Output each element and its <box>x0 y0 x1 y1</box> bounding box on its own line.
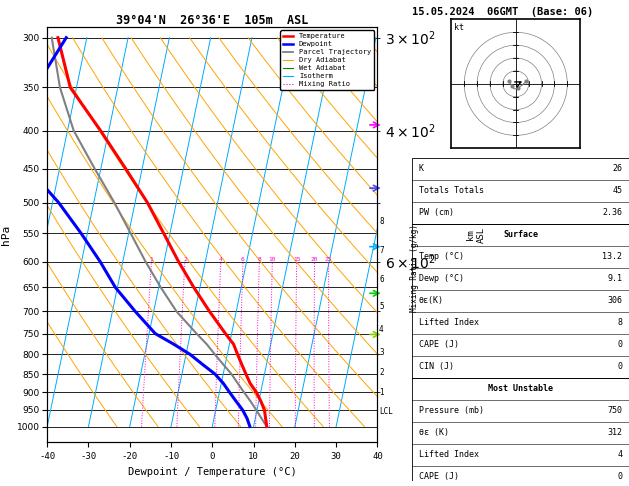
Text: 750: 750 <box>608 406 623 415</box>
Text: LCL: LCL <box>379 407 393 416</box>
Text: 0: 0 <box>618 472 623 481</box>
Text: 312: 312 <box>608 428 623 437</box>
Text: 15: 15 <box>293 257 301 261</box>
Text: 6: 6 <box>241 257 245 261</box>
Text: 15.05.2024  06GMT  (Base: 06): 15.05.2024 06GMT (Base: 06) <box>412 7 593 17</box>
Text: Totals Totals: Totals Totals <box>418 187 484 195</box>
Text: 0: 0 <box>618 362 623 371</box>
Text: 5: 5 <box>379 302 384 311</box>
Text: 20: 20 <box>311 257 318 261</box>
Text: 306: 306 <box>608 296 623 305</box>
Text: CIN (J): CIN (J) <box>418 362 454 371</box>
Text: 7: 7 <box>379 246 384 255</box>
Text: CAPE (J): CAPE (J) <box>418 472 459 481</box>
X-axis label: Dewpoint / Temperature (°C): Dewpoint / Temperature (°C) <box>128 467 297 477</box>
Text: 26: 26 <box>613 164 623 174</box>
Text: Pressure (mb): Pressure (mb) <box>418 406 484 415</box>
Text: 8: 8 <box>618 318 623 327</box>
Text: Dewp (°C): Dewp (°C) <box>418 274 464 283</box>
Text: Lifted Index: Lifted Index <box>418 318 479 327</box>
Y-axis label: km
ASL: km ASL <box>466 226 486 243</box>
Text: CAPE (J): CAPE (J) <box>418 340 459 349</box>
Text: Most Unstable: Most Unstable <box>488 384 553 393</box>
Text: 0: 0 <box>618 340 623 349</box>
Text: θε (K): θε (K) <box>418 428 448 437</box>
Text: 1: 1 <box>150 257 153 261</box>
Text: 2: 2 <box>379 367 384 377</box>
Text: Lifted Index: Lifted Index <box>418 450 479 459</box>
Text: 3: 3 <box>379 348 384 357</box>
Text: 6: 6 <box>379 276 384 284</box>
Text: K: K <box>418 164 423 174</box>
Text: kt: kt <box>454 23 464 32</box>
Text: 8: 8 <box>257 257 261 261</box>
Text: 10: 10 <box>269 257 276 261</box>
Text: PW (cm): PW (cm) <box>418 208 454 217</box>
Text: 2.36: 2.36 <box>603 208 623 217</box>
Text: 8: 8 <box>379 217 384 226</box>
Text: 9.1: 9.1 <box>608 274 623 283</box>
Y-axis label: hPa: hPa <box>1 225 11 244</box>
Text: 45: 45 <box>613 187 623 195</box>
Text: 1: 1 <box>379 388 384 397</box>
Text: 13.2: 13.2 <box>603 252 623 261</box>
Text: Surface: Surface <box>503 230 538 240</box>
Text: Temp (°C): Temp (°C) <box>418 252 464 261</box>
Title: 39°04'N  26°36'E  105m  ASL: 39°04'N 26°36'E 105m ASL <box>116 14 308 27</box>
Legend: Temperature, Dewpoint, Parcel Trajectory, Dry Adiabat, Wet Adiabat, Isotherm, Mi: Temperature, Dewpoint, Parcel Trajectory… <box>280 30 374 90</box>
Text: 4: 4 <box>219 257 223 261</box>
Text: 2: 2 <box>183 257 187 261</box>
Text: 4: 4 <box>379 325 384 334</box>
Text: 25: 25 <box>325 257 332 261</box>
Text: 4: 4 <box>618 450 623 459</box>
Text: θε(K): θε(K) <box>418 296 443 305</box>
Text: Mixing Ratio (g/kg): Mixing Ratio (g/kg) <box>411 224 420 312</box>
